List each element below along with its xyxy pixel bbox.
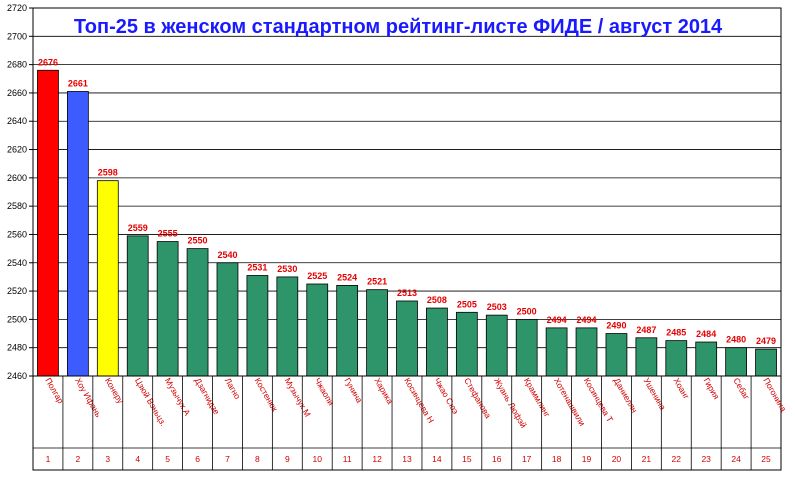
value-label-7: 2540: [217, 250, 237, 260]
bar-11: [336, 285, 359, 377]
rank-label-24: 24: [731, 454, 741, 464]
y-tick-label: 2540: [7, 258, 27, 268]
bar-22: [665, 340, 688, 377]
y-tick-label: 2700: [7, 31, 27, 41]
value-labels: 2676 2661 2598 2559 2555 2550 2540 2531 2530 2525…: [38, 57, 776, 346]
value-label-18: 2494: [547, 315, 567, 325]
y-tick-label: 2520: [7, 286, 27, 296]
rank-label-10: 10: [313, 454, 323, 464]
rank-label-3: 3: [105, 454, 110, 464]
rank-label-8: 8: [255, 454, 260, 464]
bar-4: [126, 235, 149, 377]
bar-1: [37, 69, 59, 377]
bar-12: [366, 289, 388, 377]
rank-label-18: 18: [552, 454, 562, 464]
rank-label-6: 6: [195, 454, 200, 464]
bar-9: [276, 276, 299, 377]
y-tick-label: 2680: [7, 60, 27, 70]
rank-label-1: 1: [46, 454, 51, 464]
y-tick-label: 2580: [7, 201, 27, 211]
value-label-20: 2490: [606, 321, 626, 331]
rank-label-5: 5: [165, 454, 170, 464]
rank-label-12: 12: [372, 454, 382, 464]
value-label-15: 2505: [457, 299, 477, 309]
bar-25: [755, 348, 777, 377]
rank-label-16: 16: [492, 454, 502, 464]
y-tick-label: 2640: [7, 116, 27, 126]
value-label-4: 2559: [128, 223, 148, 233]
rank-label-19: 19: [582, 454, 592, 464]
y-tick-label: 2620: [7, 145, 27, 155]
value-label-2: 2661: [68, 79, 88, 89]
rank-label-21: 21: [642, 454, 652, 464]
value-label-25: 2479: [756, 336, 776, 346]
bar-6: [186, 248, 209, 377]
bar-2: [67, 91, 89, 377]
bar-17: [515, 318, 538, 377]
y-tick-label: 2460: [7, 371, 27, 381]
y-tick-label: 2720: [7, 3, 27, 13]
value-label-22: 2485: [666, 328, 686, 338]
bar-16: [485, 314, 508, 377]
value-label-1: 2676: [38, 57, 58, 67]
value-label-9: 2530: [277, 264, 297, 274]
value-label-12: 2521: [367, 277, 387, 287]
bar-5: [156, 241, 179, 377]
value-label-11: 2524: [337, 272, 357, 282]
rank-label-20: 20: [612, 454, 622, 464]
bar-3: [96, 180, 119, 377]
value-label-6: 2550: [188, 236, 208, 246]
rank-label-22: 22: [672, 454, 682, 464]
bar-13: [396, 300, 418, 377]
rank-label-7: 7: [225, 454, 230, 464]
value-label-23: 2484: [696, 329, 716, 339]
rank-label-13: 13: [402, 454, 412, 464]
rank-label-4: 4: [135, 454, 140, 464]
bar-21: [635, 337, 658, 377]
bar-19: [575, 327, 598, 377]
y-tick-label: 2600: [7, 173, 27, 183]
rank-label-23: 23: [701, 454, 711, 464]
bar-7: [216, 262, 239, 377]
rank-label-15: 15: [462, 454, 472, 464]
y-tick-label: 2500: [7, 314, 27, 324]
bar-14: [426, 307, 448, 377]
rank-label-11: 11: [343, 454, 352, 464]
rank-label-25: 25: [761, 454, 771, 464]
value-label-10: 2525: [307, 271, 327, 281]
value-label-16: 2503: [487, 302, 507, 312]
value-label-5: 2555: [158, 229, 178, 239]
rank-label-9: 9: [285, 454, 290, 464]
value-label-21: 2487: [636, 325, 656, 335]
bars: [37, 69, 777, 377]
y-tick-label: 2480: [7, 343, 27, 353]
axes: 2460 2480 2500 2520 2540 2560 2580 2600 2620 2640…: [7, 3, 782, 381]
bar-23: [695, 341, 718, 377]
category-table-frame: [32, 375, 782, 471]
value-label-8: 2531: [247, 263, 267, 273]
bar-10: [306, 283, 329, 377]
value-label-19: 2494: [577, 315, 597, 325]
value-label-17: 2500: [517, 306, 537, 316]
y-tick-label: 2660: [7, 88, 27, 98]
bar-18: [545, 327, 568, 377]
bar-24: [725, 347, 747, 377]
value-label-3: 2598: [98, 168, 118, 178]
value-label-24: 2480: [726, 335, 746, 345]
bar-15: [455, 311, 478, 377]
value-label-14: 2508: [427, 295, 447, 305]
value-label-13: 2513: [397, 288, 417, 298]
chart-title: Топ-25 в женском стандартном рейтинг-лис…: [74, 16, 723, 38]
rank-label-14: 14: [432, 454, 442, 464]
rank-label-2: 2: [76, 454, 81, 464]
bar-8: [246, 275, 269, 377]
y-tick-label: 2560: [7, 229, 27, 239]
rank-label-17: 17: [522, 454, 532, 464]
bar-20: [605, 333, 628, 377]
